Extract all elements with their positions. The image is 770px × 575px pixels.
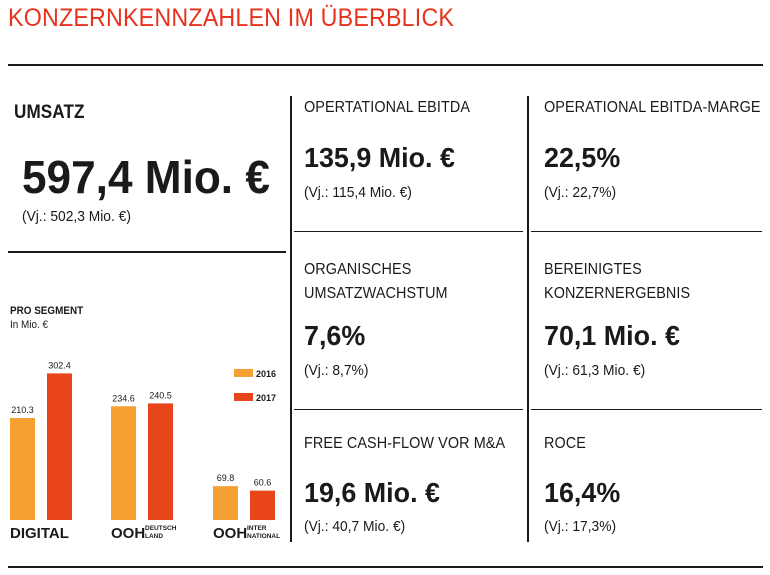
wachstum-label-line2: UMSATZWACHSTUM	[304, 285, 448, 302]
category-sublabel-1-a: DEUTSCH	[145, 525, 177, 532]
umsatz-label: UMSATZ	[14, 102, 85, 123]
roce-value: 16,4%	[544, 477, 621, 508]
legend-label-2016: 2016	[256, 369, 276, 379]
ergebnis-prev: (Vj.: 61,3 Mio. €)	[544, 362, 646, 379]
category-label-0: DIGITAL	[10, 525, 69, 542]
bar-value-label-2017-0: 302.4	[48, 360, 71, 370]
ebitda-prev: (Vj.: 115,4 Mio. €)	[304, 184, 412, 201]
category-sublabel-1-b: LAND	[145, 533, 163, 540]
bar-value-label-2016-0: 210.3	[11, 405, 34, 415]
umsatz-divider	[8, 251, 286, 253]
bar-2017-0	[47, 373, 72, 520]
chart-subtitle: In Mio. €	[10, 319, 48, 331]
roce-prev: (Vj.: 17,3%)	[544, 518, 617, 535]
ergebnis-value: 70,1 Mio. €	[544, 320, 680, 351]
bar-2016-1	[111, 406, 136, 520]
category-label-2: OOH	[213, 525, 247, 542]
cashflow-value: 19,6 Mio. €	[304, 477, 440, 508]
wachstum-label-line1: ORGANISCHES	[304, 261, 412, 278]
column-divider-1	[290, 96, 292, 542]
bar-value-label-2017-1: 240.5	[149, 390, 172, 400]
cashflow-label: FREE CASH-FLOW VOR M&A	[304, 435, 506, 452]
marge-value: 22,5%	[544, 142, 621, 173]
bar-value-label-2016-2: 69.8	[217, 473, 235, 483]
category-sublabel-2-a: INTER	[247, 525, 267, 532]
ergebnis-label-line2: KONZERNERGEBNIS	[544, 285, 691, 302]
row1-divider-mid	[294, 231, 523, 232]
legend-swatch-2017	[234, 393, 253, 401]
bar-value-label-2016-1: 234.6	[112, 393, 135, 403]
page-title: KONZERNKENNZAHLEN IM ÜBERBLICK	[8, 4, 455, 32]
category-sublabel-2-b: NATIONAL	[247, 533, 280, 540]
bar-2017-1	[148, 403, 173, 520]
wachstum-prev: (Vj.: 8,7%)	[304, 362, 369, 379]
roce-label: ROCE	[544, 435, 586, 452]
bar-2017-2	[250, 490, 275, 520]
bar-value-label-2017-2: 60.6	[254, 478, 272, 488]
bar-2016-2	[213, 486, 238, 520]
category-label-1: OOH	[111, 525, 145, 542]
bar-2016-0	[10, 418, 35, 520]
umsatz-prev: (Vj.: 502,3 Mio. €)	[22, 208, 131, 225]
bottom-rule	[8, 566, 763, 568]
row1-divider-right	[531, 231, 762, 232]
umsatz-value: 597,4 Mio. €	[22, 151, 270, 203]
cashflow-prev: (Vj.: 40,7 Mio. €)	[304, 518, 406, 535]
row2-divider-right	[531, 409, 762, 410]
wachstum-value: 7,6%	[304, 320, 366, 351]
ebitda-label: OPERTATIONAL EBITDA	[304, 99, 471, 116]
marge-prev: (Vj.: 22,7%)	[544, 184, 617, 201]
legend-swatch-2016	[234, 369, 253, 377]
marge-label: OPERATIONAL EBITDA-MARGE	[544, 99, 761, 116]
top-rule	[8, 64, 763, 66]
legend-label-2017: 2017	[256, 393, 276, 403]
chart-title: PRO SEGMENT	[10, 305, 84, 317]
column-divider-2	[527, 96, 529, 542]
ergebnis-label-line1: BEREINIGTES	[544, 261, 642, 278]
ebitda-value: 135,9 Mio. €	[304, 142, 455, 173]
row2-divider-mid	[294, 409, 523, 410]
